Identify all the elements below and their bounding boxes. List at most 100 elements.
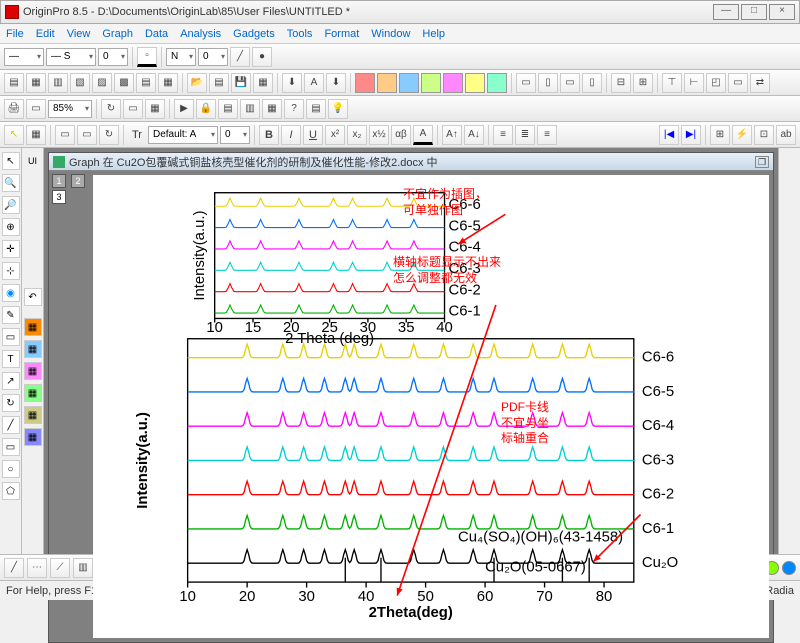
duplicate-button[interactable]: ▭	[123, 99, 143, 119]
data-selector-tool[interactable]: ⊹	[2, 262, 20, 280]
new-layout-button[interactable]: ▩	[114, 73, 134, 93]
maximize-button[interactable]: □	[741, 4, 767, 20]
line-symbol-plot-button[interactable]: ⟋	[50, 558, 70, 578]
rectangle-tool[interactable]: ▭	[2, 438, 20, 456]
open-button[interactable]: 📂	[187, 73, 207, 93]
object-edit-3[interactable]: ▦	[24, 362, 42, 380]
new-matrix-button[interactable]: ▨	[92, 73, 112, 93]
palette-6[interactable]	[465, 73, 485, 93]
menu-data[interactable]: Data	[145, 28, 168, 40]
extract-button[interactable]: ⊟	[611, 73, 631, 93]
align-right-button[interactable]: ≡	[537, 125, 557, 145]
align-center-button[interactable]: ≣	[515, 125, 535, 145]
rotate-left-button[interactable]: ↶	[24, 288, 42, 306]
screen-reader-tool[interactable]: ✛	[2, 240, 20, 258]
layer-tab-3[interactable]: 3	[52, 190, 66, 204]
column-plot-button[interactable]: ▥	[73, 558, 93, 578]
new-excel-button[interactable]: ▥	[48, 73, 68, 93]
marker-select[interactable]: N	[166, 48, 196, 66]
marker-color-button[interactable]: ●	[252, 47, 272, 67]
save-template-button[interactable]: ▦	[253, 73, 273, 93]
new-workbook-button[interactable]: ▦	[26, 73, 46, 93]
increase-font-button[interactable]: A↑	[442, 125, 462, 145]
arrow-tool[interactable]: ↗	[2, 372, 20, 390]
bold-button[interactable]: B	[259, 125, 279, 145]
menu-window[interactable]: Window	[371, 28, 410, 40]
draw-data-tool[interactable]: ✎	[2, 306, 20, 324]
add-top-x-button[interactable]: ⊤	[662, 73, 682, 93]
mask-button[interactable]: |◀	[659, 125, 679, 145]
palette-5[interactable]	[443, 73, 463, 93]
minimize-button[interactable]: —	[713, 4, 739, 20]
superscript-button[interactable]: x²	[325, 125, 345, 145]
font-color-button[interactable]: A	[413, 125, 433, 145]
rescale-button[interactable]: ⊡	[754, 125, 774, 145]
color-dot[interactable]	[782, 561, 796, 575]
subscript-button[interactable]: x₂	[347, 125, 367, 145]
palette-4[interactable]	[421, 73, 441, 93]
object-edit-5[interactable]: ▦	[24, 406, 42, 424]
add-layer-button[interactable]: ▭	[728, 73, 748, 93]
layer-button-1[interactable]: ▭	[516, 73, 536, 93]
palette-7[interactable]	[487, 73, 507, 93]
data-reader-tool[interactable]: ⊕	[2, 218, 20, 236]
menu-tools[interactable]: Tools	[287, 28, 313, 40]
speed-mode-button[interactable]: ⚡	[732, 125, 752, 145]
command-window-button[interactable]: ▥	[240, 99, 260, 119]
import-wizard-button[interactable]: ⬇	[282, 73, 302, 93]
menu-edit[interactable]: Edit	[36, 28, 55, 40]
new-function-button[interactable]: ▦	[158, 73, 178, 93]
line-pattern-select[interactable]: — S	[46, 48, 96, 66]
align-left-button[interactable]: ≡	[493, 125, 513, 145]
zoom-panning-tool[interactable]: 🔎	[2, 196, 20, 214]
close-button[interactable]: ×	[769, 4, 795, 20]
repeat-button[interactable]: ↻	[99, 125, 119, 145]
palette-2[interactable]	[377, 73, 397, 93]
decrease-font-button[interactable]: A↓	[464, 125, 484, 145]
fill-color-button[interactable]: ▫	[137, 47, 157, 67]
menu-view[interactable]: View	[67, 28, 91, 40]
open-template-button[interactable]: ▤	[209, 73, 229, 93]
results-log-button[interactable]: ▤	[218, 99, 238, 119]
code-builder-button[interactable]: ▦	[145, 99, 165, 119]
menu-file[interactable]: File	[6, 28, 24, 40]
plot-area[interactable]: 10203040506070802Theta(deg)Intensity(a.u…	[93, 175, 769, 638]
object-edit-4[interactable]: ▦	[24, 384, 42, 402]
layer-button-3[interactable]: ▭	[560, 73, 580, 93]
font-select[interactable]: Default: A	[148, 126, 218, 144]
pointer-tool[interactable]: ↖	[2, 152, 20, 170]
zoom-select[interactable]: 85%	[48, 100, 92, 118]
layer-tab-1[interactable]: 1	[52, 174, 66, 188]
save-button[interactable]: 💾	[231, 73, 251, 93]
refresh-button[interactable]: ↻	[101, 99, 121, 119]
marker-size-select[interactable]: 0	[198, 48, 228, 66]
greek-button[interactable]: αβ	[391, 125, 411, 145]
print-button[interactable]: 🖨	[4, 99, 24, 119]
supersubscript-button[interactable]: x½	[369, 125, 389, 145]
object-edit-6[interactable]: ▦	[24, 428, 42, 446]
line-style-select[interactable]: —	[4, 48, 44, 66]
polygon-tool[interactable]: ⬠	[2, 482, 20, 500]
graph-window-titlebar[interactable]: Graph 在 Cu2O包覆碱式铜盐核壳型催化剂的研制及催化性能-修改2.doc…	[49, 153, 773, 171]
merge-button[interactable]: ⊞	[633, 73, 653, 93]
line-tool[interactable]: ╱	[2, 416, 20, 434]
text-tool[interactable]: T	[2, 350, 20, 368]
label-button[interactable]: ab	[776, 125, 796, 145]
add-right-y-button[interactable]: ⊢	[684, 73, 704, 93]
theme-button[interactable]: ▦	[26, 125, 46, 145]
copy-format-button[interactable]: ▭	[55, 125, 75, 145]
object-edit-1[interactable]: ▦	[24, 318, 42, 336]
add-inset-button[interactable]: ◰	[706, 73, 726, 93]
quick-help-button[interactable]: ?	[284, 99, 304, 119]
menu-help[interactable]: Help	[422, 28, 445, 40]
cursor-button[interactable]: ↖	[4, 125, 24, 145]
project-explorer-button[interactable]: ▦	[262, 99, 282, 119]
font-size-select[interactable]: 0	[220, 126, 250, 144]
messages-button[interactable]: ▤	[306, 99, 326, 119]
underline-button[interactable]: U	[303, 125, 323, 145]
italic-button[interactable]: I	[281, 125, 301, 145]
line-color-button[interactable]: ╱	[230, 47, 250, 67]
graph-restore-button[interactable]: ❐	[755, 156, 769, 168]
new-notes-button[interactable]: ▤	[136, 73, 156, 93]
line-width-select[interactable]: 0	[98, 48, 128, 66]
